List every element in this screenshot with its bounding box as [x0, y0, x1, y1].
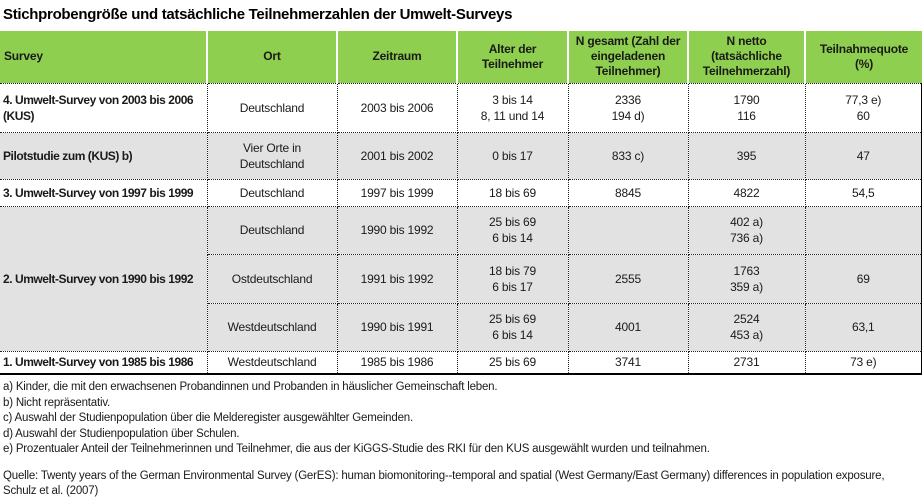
cell-survey: 3. Umwelt-Survey von 1997 bis 1999 [0, 179, 208, 207]
cell-quote: 47 [805, 132, 922, 180]
cell-n-gesamt: 833 c) [568, 132, 689, 180]
cell-alter: 18 bis 69 [457, 179, 569, 207]
header-n-gesamt: N gesamt (Zahl der eingeladenen Teilnehm… [568, 31, 689, 84]
cell-n-netto: 2731 [688, 351, 806, 375]
cell-survey: Pilotstudie zum (KUS) b) [0, 132, 208, 180]
cell-ort: Deutschland [207, 83, 338, 133]
footnotes: a) Kinder, die mit den erwachsenen Proba… [0, 375, 922, 458]
cell-n-netto: 1790 116 [688, 83, 806, 133]
footnote-b: b) Nicht repräsentativ. [3, 396, 111, 409]
row-umwelt-survey-4: 4. Umwelt-Survey von 2003 bis 2006 (KUS)… [0, 83, 922, 133]
cell-n-gesamt: 8845 [568, 179, 689, 207]
header-alter: Alter der Teilnehmer [457, 31, 569, 84]
cell-ort: Ostdeutschland [207, 254, 338, 304]
source-citation: Quelle: Twenty years of the German Envir… [3, 469, 885, 497]
cell-zeitraum: 1985 bis 1986 [337, 351, 458, 375]
footnote-a: a) Kinder, die mit den erwachsenen Proba… [3, 381, 498, 393]
cell-alter: 25 bis 69 6 bis 14 [457, 303, 569, 352]
cell-alter: 0 bis 17 [457, 132, 569, 180]
table-header-row: Survey Ort Zeitraum Alter der Teilnehmer… [0, 31, 922, 84]
cell-n-gesamt [568, 206, 689, 255]
cell-quote: 54,5 [805, 179, 922, 207]
cell-alter: 25 bis 69 6 bis 14 [457, 206, 569, 255]
header-n-netto: N netto (tatsächliche Teilnehmerzahl) [688, 31, 806, 84]
page-title: Stichprobengröße und tatsächliche Teilne… [3, 6, 513, 23]
header-ort: Ort [207, 31, 338, 84]
cell-ort: Deutschland [207, 179, 338, 207]
cell-ort: Westdeutschland [207, 351, 338, 375]
row-umwelt-survey-2-ostdeutschland: Ostdeutschland 1991 bis 1992 18 bis 79 6… [0, 254, 922, 304]
cell-quote [805, 206, 922, 255]
cell-survey: 4. Umwelt-Survey von 2003 bis 2006 (KUS) [0, 83, 208, 133]
cell-n-netto: 2524 453 a) [688, 303, 806, 352]
cell-zeitraum: 1990 bis 1992 [337, 206, 458, 255]
cell-zeitraum: 2003 bis 2006 [337, 83, 458, 133]
footnote-e: e) Prozentualer Anteil der Teilnehmerinn… [3, 443, 710, 455]
cell-n-netto: 395 [688, 132, 806, 180]
cell-n-gesamt: 2336 194 d) [568, 83, 689, 133]
header-teilnahmequote: Teilnahmequote (%) [805, 31, 922, 84]
cell-alter: 3 bis 14 8, 11 und 14 [457, 83, 569, 133]
row-umwelt-survey-2-westdeutschland: Westdeutschland 1990 bis 1991 25 bis 69 … [0, 303, 922, 352]
survey-table: Survey Ort Zeitraum Alter der Teilnehmer… [0, 31, 922, 375]
cell-ort: Westdeutschland [207, 303, 338, 352]
cell-zeitraum: 1991 bis 1992 [337, 254, 458, 304]
cell-survey: 2. Umwelt-Survey von 1990 bis 1992 [0, 206, 208, 352]
cell-n-gesamt: 4001 [568, 303, 689, 352]
cell-alter: 25 bis 69 [457, 351, 569, 375]
footnote-d: d) Auswahl der Studienpopulation über Sc… [3, 427, 240, 440]
cell-survey: 1. Umwelt-Survey von 1985 bis 1986 [0, 351, 208, 375]
cell-zeitraum: 2001 bis 2002 [337, 132, 458, 180]
cell-zeitraum: 1997 bis 1999 [337, 179, 458, 207]
cell-quote: 73 e) [805, 351, 922, 375]
row-umwelt-survey-1: 1. Umwelt-Survey von 1985 bis 1986 Westd… [0, 351, 922, 375]
cell-alter: 18 bis 79 6 bis 17 [457, 254, 569, 304]
cell-n-gesamt: 2555 [568, 254, 689, 304]
row-pilotstudie: Pilotstudie zum (KUS) b) Vier Orte in De… [0, 132, 922, 180]
cell-zeitraum: 1990 bis 1991 [337, 303, 458, 352]
footnote-c: c) Auswahl der Studienpopulation über di… [3, 412, 413, 424]
cell-ort: Vier Orte in Deutschland [207, 132, 338, 180]
header-survey: Survey [0, 31, 208, 84]
header-zeitraum: Zeitraum [337, 31, 458, 84]
row-umwelt-survey-3: 3. Umwelt-Survey von 1997 bis 1999 Deuts… [0, 179, 922, 207]
cell-n-gesamt: 3741 [568, 351, 689, 375]
cell-n-netto: 1763 359 a) [688, 254, 806, 304]
cell-quote: 63,1 [805, 303, 922, 352]
cell-ort: Deutschland [207, 206, 338, 255]
cell-n-netto: 4822 [688, 179, 806, 207]
row-umwelt-survey-2-deutschland: 2. Umwelt-Survey von 1990 bis 1992 Deuts… [0, 206, 922, 352]
cell-quote: 77,3 e) 60 [805, 83, 922, 133]
cell-n-netto: 402 a) 736 a) [688, 206, 806, 255]
cell-quote: 69 [805, 254, 922, 304]
